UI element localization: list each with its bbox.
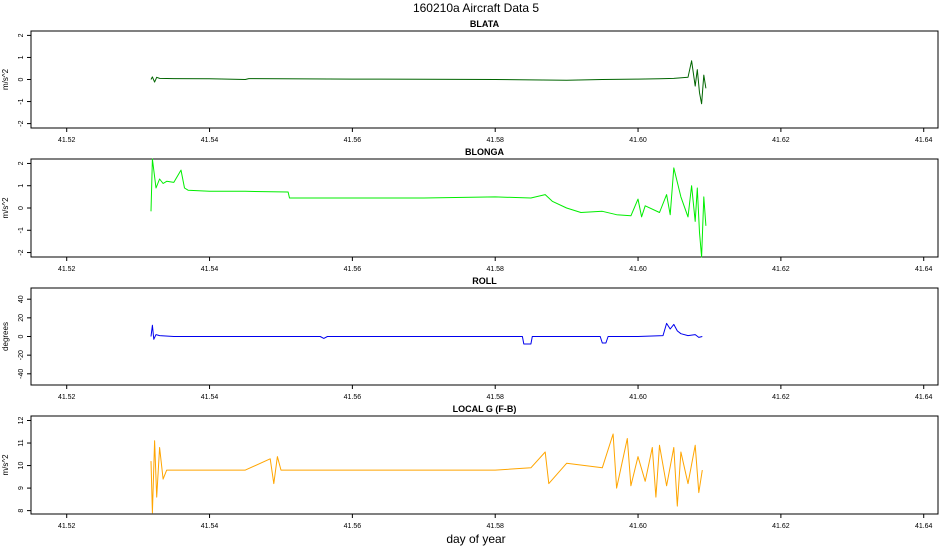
x-tick-label: 41.60 (629, 523, 647, 530)
x-tick-label: 41.56 (344, 523, 362, 530)
y-tick-label: 9 (18, 486, 25, 490)
x-tick-label: 41.60 (629, 266, 647, 273)
x-tick-label: 41.64 (915, 394, 933, 401)
y-tick-label: -1 (18, 98, 25, 104)
x-tick-label: 41.52 (58, 523, 76, 530)
figure-title: 160210a Aircraft Data 5 (413, 1, 539, 15)
x-tick-label: 41.56 (344, 266, 362, 273)
y-tick-label: 0 (18, 77, 25, 81)
y-tick-label: 2 (18, 33, 25, 37)
y-axis-label: m/s^2 (1, 197, 10, 219)
x-tick-label: 41.58 (486, 266, 504, 273)
y-tick-label: 0 (18, 206, 25, 210)
panel-title: BLONGA (465, 147, 504, 157)
x-tick-label: 41.58 (486, 137, 504, 144)
y-tick-label: 12 (18, 417, 25, 425)
panel-title: LOCAL G (F-B) (453, 404, 517, 414)
x-tick-label: 41.54 (201, 523, 219, 530)
y-tick-label: 40 (18, 295, 25, 303)
y-tick-label: 0 (18, 334, 25, 338)
chart-panel-2: BLONGA m/s^2 -2 -1 0 1 2 41.52 41.54 41.56 41.58 41… (1, 147, 939, 273)
series-line-blonga (150, 158, 707, 258)
y-tick-label: -2 (18, 249, 25, 255)
x-tick-label: 41.62 (772, 266, 790, 273)
plot-frame (30, 415, 939, 515)
panel-title: ROLL (472, 276, 497, 286)
x-tick-label: 41.54 (201, 394, 219, 401)
x-tick-label: 41.56 (344, 137, 362, 144)
x-axis-label: day of year (446, 532, 505, 546)
x-tick-label: 41.60 (629, 137, 647, 144)
series-line-blata (150, 60, 707, 105)
x-tick-label: 41.58 (486, 523, 504, 530)
series-line-localg (150, 433, 703, 514)
y-axis-label: m/s^2 (1, 454, 10, 476)
chart-panel-3: ROLL degrees -40 -20 0 20 40 41.52 41.54 41.56 41.… (1, 276, 939, 401)
plot-frame (30, 158, 939, 258)
y-tick-label: 11 (18, 439, 25, 446)
x-tick-label: 41.62 (772, 523, 790, 530)
y-tick-label: -20 (18, 350, 25, 360)
y-tick-label: 1 (18, 55, 25, 59)
x-tick-label: 41.62 (772, 394, 790, 401)
panel-title: BLATA (470, 19, 500, 29)
chart-panel-4: LOCAL G (F-B) m/s^2 8 9 10 11 12 41.52 41.54 41.5… (1, 404, 939, 530)
x-tick-label: 41.58 (486, 394, 504, 401)
y-tick-label: 8 (18, 509, 25, 513)
y-axis-label: m/s^2 (1, 68, 10, 90)
x-tick-label: 41.56 (344, 394, 362, 401)
y-tick-label: -1 (18, 227, 25, 233)
x-tick-label: 41.62 (772, 137, 790, 144)
chart-panel-1: BLATA m/s^2 -2 -1 0 1 2 41.52 41.54 41.56 41.58 41.… (1, 19, 939, 144)
series-line-roll (150, 322, 703, 345)
y-tick-label: 1 (18, 184, 25, 188)
x-tick-label: 41.64 (915, 137, 933, 144)
x-tick-label: 41.54 (201, 266, 219, 273)
x-tick-label: 41.54 (201, 137, 219, 144)
x-tick-label: 41.52 (58, 266, 76, 273)
x-tick-label: 41.60 (629, 394, 647, 401)
y-tick-label: 10 (18, 462, 25, 470)
x-tick-label: 41.52 (58, 394, 76, 401)
y-tick-label: -40 (18, 369, 25, 379)
x-tick-label: 41.64 (915, 523, 933, 530)
y-tick-label: 2 (18, 161, 25, 165)
x-tick-label: 41.52 (58, 137, 76, 144)
x-tick-label: 41.64 (915, 266, 933, 273)
y-axis-label: degrees (1, 322, 10, 351)
y-tick-label: 20 (18, 314, 25, 322)
y-tick-label: -2 (18, 120, 25, 126)
